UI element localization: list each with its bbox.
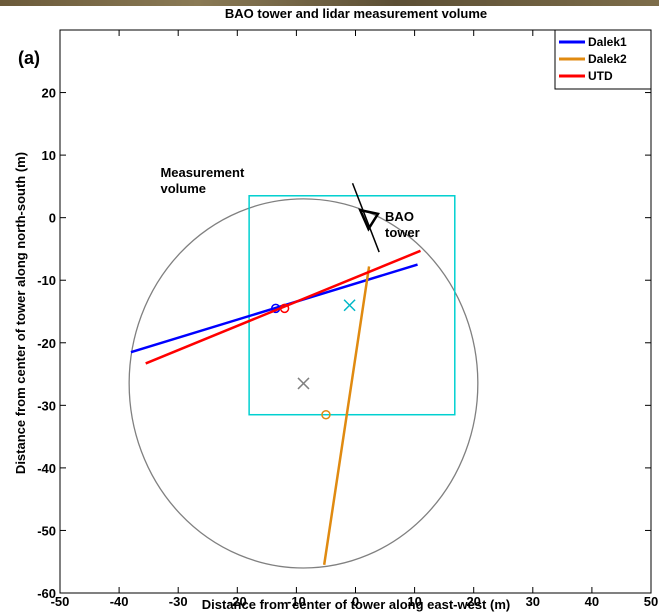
x-tick-label: -20 bbox=[228, 594, 247, 609]
x-tick-label: 10 bbox=[407, 594, 421, 609]
x-tick-label: -40 bbox=[110, 594, 129, 609]
series-line-utd bbox=[145, 249, 421, 365]
y-tick-label: -10 bbox=[37, 273, 56, 288]
y-tick-label: -50 bbox=[37, 523, 56, 538]
y-axis-title: Distance from center of tower along nort… bbox=[13, 152, 28, 474]
annotation-line: BAO bbox=[385, 209, 414, 224]
series-line-dalek1 bbox=[130, 263, 418, 354]
photo-strip bbox=[0, 0, 659, 6]
x-tick-label: 40 bbox=[585, 594, 599, 609]
chart-title: BAO tower and lidar measurement volume bbox=[225, 6, 487, 21]
plot-layer: -50 -40 -30 -20 -10 0 10 20 30 40 50-60-50-40-30-2… bbox=[37, 29, 658, 609]
measurement-circle bbox=[128, 198, 479, 569]
y-tick-label: -60 bbox=[37, 586, 56, 601]
tower-triangle-icon bbox=[358, 208, 380, 232]
panel-label: (a) bbox=[18, 48, 40, 68]
x-tick-label: -10 bbox=[287, 594, 306, 609]
legend-label-dalek1: Dalek1 bbox=[588, 35, 627, 49]
y-tick-label: -40 bbox=[37, 461, 56, 476]
x-tick-label: 0 bbox=[352, 594, 359, 609]
series-marker-dalek2 bbox=[321, 409, 331, 420]
x-tick-label: 30 bbox=[526, 594, 540, 609]
y-tick-label: -20 bbox=[37, 336, 56, 351]
y-tick-label: 20 bbox=[42, 86, 56, 101]
legend-label-utd: UTD bbox=[588, 69, 613, 83]
annotation-tower: BAO tower bbox=[385, 209, 420, 240]
annotation-line: volume bbox=[160, 181, 206, 196]
x-tick-label: -50 bbox=[51, 594, 70, 609]
series-marker-utd bbox=[279, 303, 290, 314]
annotation-measurement: Measurement volume bbox=[160, 165, 244, 196]
x-axis-title: Distance from center of tower along east… bbox=[202, 597, 510, 612]
center-mark-0 bbox=[343, 299, 356, 312]
x-tick-label: 20 bbox=[466, 594, 480, 609]
annotation-line: tower bbox=[385, 225, 420, 240]
annotation-line: Measurement bbox=[160, 165, 244, 180]
x-tick-label: 50 bbox=[644, 594, 658, 609]
tower-boom bbox=[351, 182, 380, 253]
y-tick-label: 0 bbox=[49, 211, 56, 226]
center-mark-1 bbox=[297, 377, 310, 390]
x-tick-label: -30 bbox=[169, 594, 188, 609]
series-line-dalek2 bbox=[322, 266, 371, 566]
y-tick-label: 10 bbox=[42, 148, 56, 163]
y-tick-label: -30 bbox=[37, 398, 56, 413]
legend-label-dalek2: Dalek2 bbox=[588, 52, 627, 66]
axes-frame bbox=[59, 29, 652, 594]
measurement-box bbox=[248, 195, 456, 416]
